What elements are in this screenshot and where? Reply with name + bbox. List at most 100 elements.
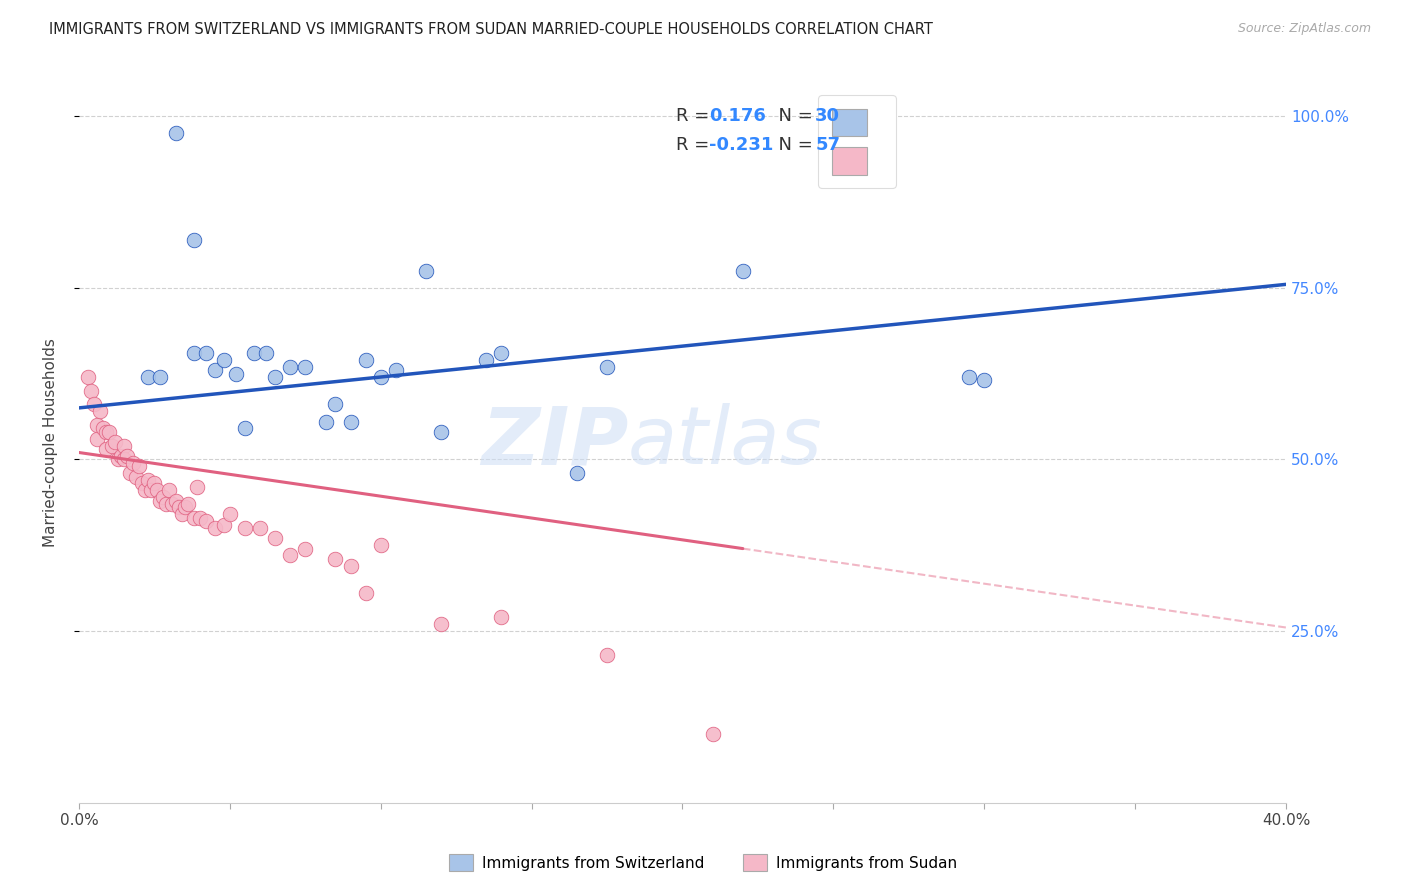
Point — [430, 617, 453, 632]
Text: ZIP: ZIP — [481, 403, 628, 481]
Text: R =: R = — [676, 136, 716, 154]
Point — [146, 483, 169, 498]
Point — [339, 558, 361, 573]
Point — [83, 397, 105, 411]
Point — [165, 493, 187, 508]
Point — [325, 552, 347, 566]
Point — [294, 541, 316, 556]
Point — [957, 370, 980, 384]
Point — [249, 521, 271, 535]
Point — [596, 359, 619, 374]
Point — [415, 263, 437, 277]
Point — [339, 415, 361, 429]
Point — [112, 452, 135, 467]
Point — [80, 384, 103, 398]
Point — [167, 500, 190, 515]
Point — [77, 370, 100, 384]
Point — [170, 508, 193, 522]
Point — [122, 456, 145, 470]
Point — [212, 352, 235, 367]
Point — [162, 497, 184, 511]
Point — [278, 359, 301, 374]
Point — [110, 449, 132, 463]
Point — [134, 483, 156, 498]
Point — [138, 473, 160, 487]
Point — [596, 648, 619, 662]
Text: 0.176: 0.176 — [709, 108, 766, 126]
Point — [115, 449, 138, 463]
Point — [89, 404, 111, 418]
Point — [149, 370, 172, 384]
Point — [233, 421, 256, 435]
Point — [294, 359, 316, 374]
Point — [973, 374, 995, 388]
Point — [702, 727, 724, 741]
Point — [86, 432, 108, 446]
Text: R =: R = — [676, 108, 716, 126]
Point — [731, 263, 754, 277]
Point — [188, 510, 211, 524]
Point — [278, 549, 301, 563]
Text: 30: 30 — [815, 108, 841, 126]
Point — [315, 415, 337, 429]
Point — [165, 127, 187, 141]
Point — [225, 367, 247, 381]
Point — [149, 493, 172, 508]
Point — [354, 352, 377, 367]
Point — [128, 459, 150, 474]
Point — [325, 397, 347, 411]
Point — [218, 508, 240, 522]
Point — [475, 352, 498, 367]
Point — [104, 435, 127, 450]
Point — [204, 521, 226, 535]
Point — [233, 521, 256, 535]
Point — [430, 425, 453, 439]
Legend: , : , — [818, 95, 896, 188]
Legend: Immigrants from Switzerland, Immigrants from Sudan: Immigrants from Switzerland, Immigrants … — [443, 848, 963, 877]
Point — [143, 476, 166, 491]
Point — [491, 610, 513, 624]
Point — [243, 346, 266, 360]
Point — [212, 517, 235, 532]
Point — [264, 531, 287, 545]
Point — [120, 466, 142, 480]
Point — [98, 425, 121, 439]
Point — [183, 346, 205, 360]
Point — [112, 439, 135, 453]
Point — [131, 476, 153, 491]
Point — [491, 346, 513, 360]
Point — [354, 586, 377, 600]
Point — [194, 514, 217, 528]
Point — [152, 490, 174, 504]
Point — [125, 469, 148, 483]
Point — [204, 363, 226, 377]
Point — [183, 233, 205, 247]
Point — [107, 452, 129, 467]
Point — [370, 538, 392, 552]
Text: Source: ZipAtlas.com: Source: ZipAtlas.com — [1237, 22, 1371, 36]
Point — [94, 442, 117, 456]
Point — [176, 497, 198, 511]
Point — [370, 370, 392, 384]
Point — [86, 418, 108, 433]
Y-axis label: Married-couple Households: Married-couple Households — [44, 338, 58, 547]
Point — [91, 421, 114, 435]
Text: 57: 57 — [815, 136, 841, 154]
Point — [138, 370, 160, 384]
Text: N =: N = — [766, 108, 818, 126]
Point — [385, 363, 408, 377]
Point — [94, 425, 117, 439]
Point — [183, 510, 205, 524]
Text: -0.231: -0.231 — [709, 136, 773, 154]
Text: IMMIGRANTS FROM SWITZERLAND VS IMMIGRANTS FROM SUDAN MARRIED-COUPLE HOUSEHOLDS C: IMMIGRANTS FROM SWITZERLAND VS IMMIGRANT… — [49, 22, 934, 37]
Point — [186, 480, 208, 494]
Point — [159, 483, 181, 498]
Point — [264, 370, 287, 384]
Point — [141, 483, 163, 498]
Point — [194, 346, 217, 360]
Text: atlas: atlas — [628, 403, 823, 481]
Point — [173, 500, 195, 515]
Point — [155, 497, 177, 511]
Text: N =: N = — [766, 136, 818, 154]
Point — [254, 346, 277, 360]
